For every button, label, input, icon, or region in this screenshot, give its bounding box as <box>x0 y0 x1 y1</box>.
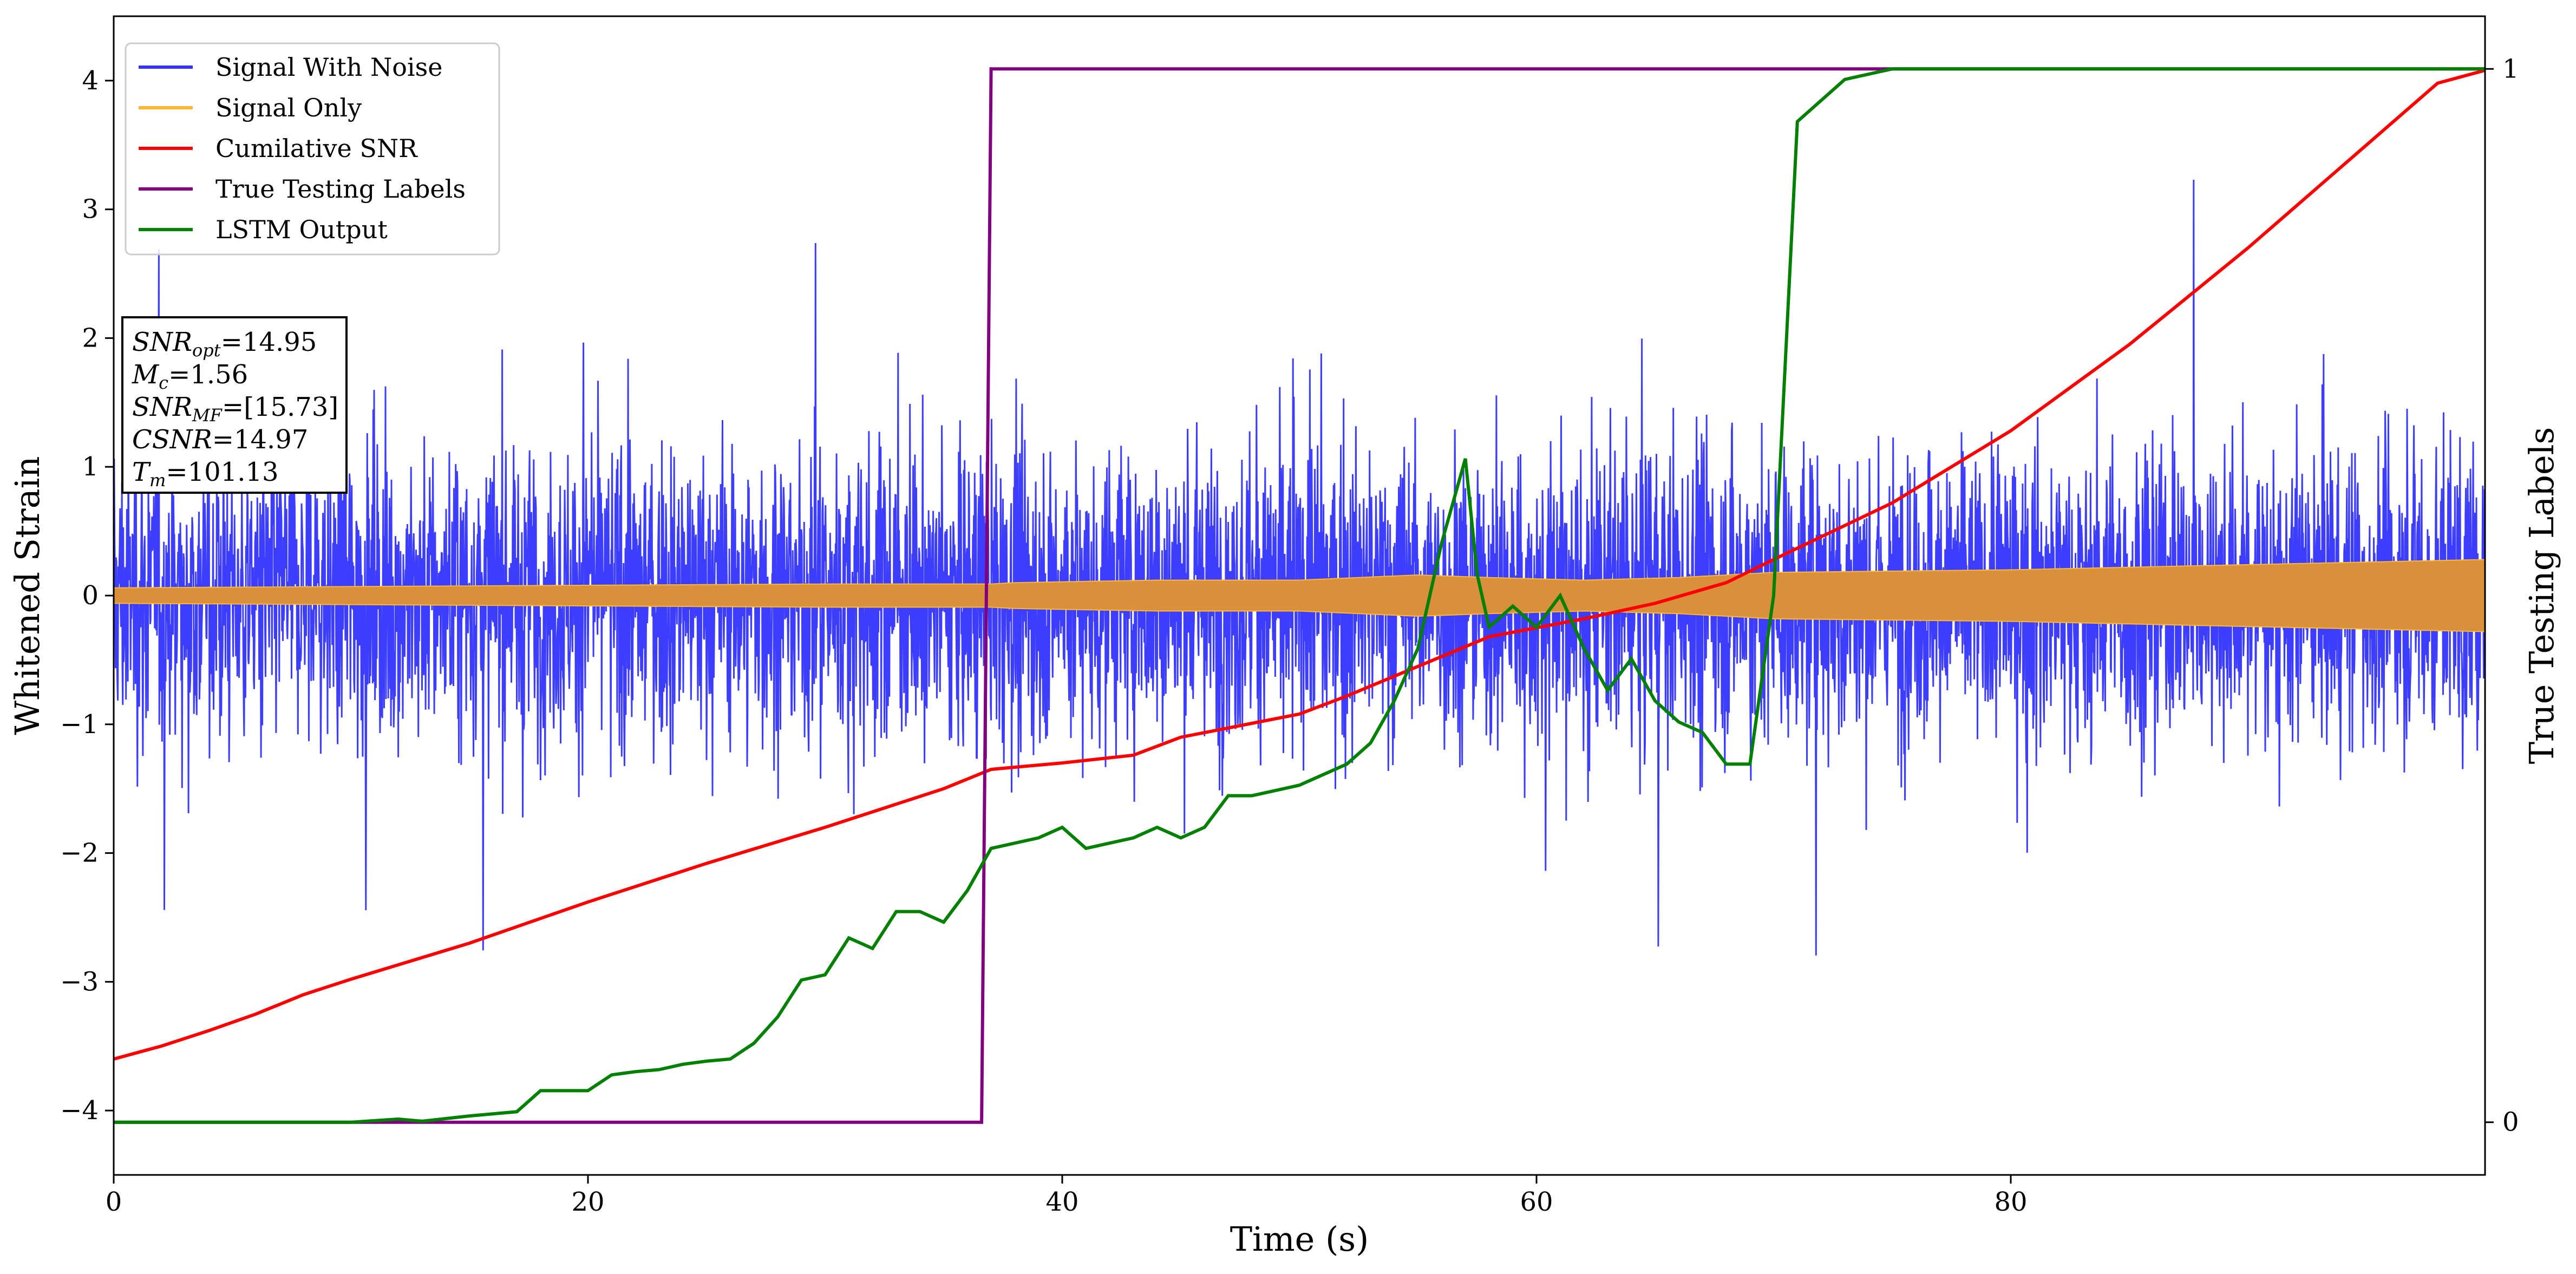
info-box-line: Tm=101.13 <box>132 457 279 491</box>
lstm-output-series <box>114 67 2485 1124</box>
x-tick-label: 60 <box>1520 1187 1553 1217</box>
x-tick-label: 40 <box>1045 1187 1078 1217</box>
y-tick-label-left: 3 <box>82 194 99 225</box>
y-tick-label-left: 1 <box>82 452 99 482</box>
x-tick-label: 80 <box>1994 1187 2027 1217</box>
info-box-frame <box>121 316 348 494</box>
info-box-line: CSNR=14.97 <box>132 424 308 455</box>
signal-only-band <box>114 559 2485 632</box>
y-tick-label-left: 4 <box>82 66 99 96</box>
y-tick-label-left: −1 <box>60 709 99 740</box>
y-tick-label-right: 0 <box>2502 1107 2519 1138</box>
y-tick-label-left: 2 <box>82 323 99 353</box>
y-tick-label-left: −2 <box>60 838 99 868</box>
legend-label: Signal Only <box>215 93 362 122</box>
y-axis-left: −4 −3 −2 −1 0 1 2 3 4 <box>60 66 114 1126</box>
y-tick-label-left: −4 <box>60 1095 99 1126</box>
info-box-line: SNRopt=14.95 <box>132 327 317 361</box>
legend-label: Signal With Noise <box>215 53 442 82</box>
x-axis: 0 20 40 60 80 <box>106 1175 2028 1217</box>
legend-label: Cumilative SNR <box>215 134 418 163</box>
y-axis-label-left: Whitened Strain <box>8 456 47 735</box>
legend-label: LSTM Output <box>215 215 388 244</box>
y-axis-label-right: True Testing Labels <box>2522 427 2561 765</box>
legend: Signal With Noise Signal Only Cumilative S… <box>125 42 500 256</box>
x-tick-label: 0 <box>106 1187 122 1217</box>
y-tick-label-left: −3 <box>60 966 99 997</box>
y-tick-label-right: 1 <box>2502 54 2519 84</box>
legend-box <box>125 42 500 256</box>
cumulative-snr-series <box>114 69 2485 1061</box>
y-axis-right: 01 <box>2485 54 2519 1138</box>
x-axis-label: Time (s) <box>1230 1219 1369 1259</box>
info-box-line: SNRMF=[15.73] <box>132 392 338 426</box>
signal-only-series <box>114 559 2485 632</box>
legend-label: True Testing Labels <box>215 174 466 204</box>
y-tick-label-left: 0 <box>82 580 99 611</box>
true-testing-labels-series <box>114 67 2485 1124</box>
x-tick-label: 20 <box>571 1187 604 1217</box>
info-box-line: Mc=1.56 <box>132 360 248 393</box>
snr-info-box: SNRopt=14.95Mc=1.56SNRMF=[15.73]CSNR=14.… <box>121 316 348 494</box>
